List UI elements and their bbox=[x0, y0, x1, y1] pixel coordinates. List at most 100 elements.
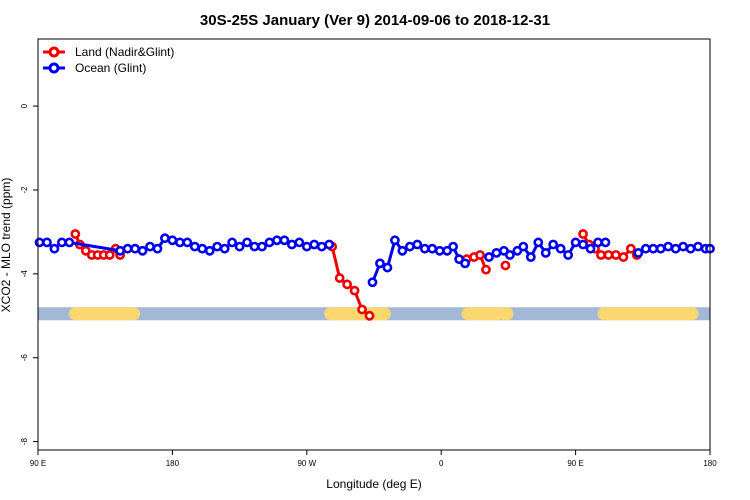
legend-ocean-marker bbox=[48, 62, 60, 74]
land-data-point bbox=[334, 273, 345, 283]
ocean-data-point bbox=[264, 237, 275, 248]
ocean-data-point bbox=[518, 241, 529, 252]
ocean-data-point bbox=[152, 243, 163, 254]
x-tick-label: 90 E bbox=[30, 459, 46, 468]
land-data-point bbox=[481, 264, 491, 275]
ocean-data-point bbox=[693, 241, 703, 252]
land-data-point bbox=[357, 304, 367, 315]
x-tick-label: 90 W bbox=[297, 459, 316, 468]
ocean-data-point bbox=[504, 250, 515, 260]
legend-land-label: Land (Nadir&Glint) bbox=[75, 45, 174, 59]
ocean-data-point bbox=[555, 243, 566, 254]
x-tick-label: 180 bbox=[703, 459, 717, 468]
ocean-data-point bbox=[130, 243, 140, 254]
ocean-data-point bbox=[448, 241, 459, 252]
ocean-data-point bbox=[115, 245, 126, 256]
ocean-data-point bbox=[563, 250, 574, 260]
land-data-point bbox=[475, 250, 485, 260]
land-data-point bbox=[104, 250, 115, 260]
ocean-data-point bbox=[663, 241, 674, 252]
ocean-data-point bbox=[34, 237, 45, 248]
ocean-data-point bbox=[197, 243, 208, 254]
ocean-data-point bbox=[678, 241, 689, 252]
plot-frame bbox=[37, 38, 711, 451]
y-tick-label: -2 bbox=[20, 186, 29, 194]
ocean-data-point bbox=[685, 243, 696, 254]
ocean-data-point bbox=[540, 247, 551, 258]
ocean-data-point bbox=[570, 237, 581, 248]
ocean-data-point bbox=[578, 239, 588, 250]
x-axis-label: Longitude (deg E) bbox=[326, 477, 421, 491]
ocean-data-point bbox=[56, 237, 67, 248]
ocean-data-point bbox=[324, 239, 335, 250]
ocean-data-point bbox=[234, 241, 245, 252]
ocean-data-point bbox=[279, 235, 290, 246]
ocean-data-point bbox=[491, 247, 502, 258]
ocean-data-point bbox=[397, 245, 408, 256]
ocean-data-point bbox=[64, 237, 75, 248]
land-data-point bbox=[578, 229, 588, 239]
ocean-data-point bbox=[182, 237, 193, 248]
ocean-data-point bbox=[434, 245, 445, 256]
ocean-data-point bbox=[219, 243, 230, 254]
ocean-data-point bbox=[375, 258, 385, 269]
y-tick-label: -4 bbox=[20, 270, 29, 278]
ocean-data-point bbox=[390, 235, 400, 246]
ocean-data-point bbox=[189, 241, 200, 252]
ocean-data-point bbox=[382, 262, 393, 273]
land-data-point bbox=[625, 243, 636, 254]
legend-ocean-label: Ocean (Glint) bbox=[75, 61, 146, 75]
ocean-data-point bbox=[585, 243, 596, 254]
land-data-point bbox=[500, 260, 511, 271]
land-data-point bbox=[349, 285, 360, 296]
ocean-data-point bbox=[227, 237, 238, 248]
ocean-data-point bbox=[204, 245, 215, 256]
ocean-data-point bbox=[272, 235, 282, 246]
ocean-data-point bbox=[367, 277, 378, 288]
ocean-data-point bbox=[242, 237, 252, 248]
ocean-data-point bbox=[593, 237, 603, 248]
ocean-data-point bbox=[533, 237, 544, 248]
ocean-data-point bbox=[309, 239, 320, 250]
ocean-data-point bbox=[301, 241, 312, 252]
ocean-data-point bbox=[316, 241, 327, 252]
ocean-data-point bbox=[633, 247, 644, 258]
land-data-point bbox=[611, 250, 621, 260]
ocean-data-point bbox=[145, 241, 155, 252]
ocean-data-point bbox=[460, 258, 470, 269]
ocean-data-point bbox=[600, 237, 611, 248]
ocean-data-point bbox=[174, 237, 185, 248]
ocean-data-point bbox=[122, 243, 133, 254]
y-tick-label: -6 bbox=[20, 354, 29, 362]
ocean-data-point bbox=[294, 237, 305, 248]
ocean-data-point bbox=[427, 243, 438, 254]
ocean-data-point bbox=[419, 243, 430, 254]
y-tick-label: 0 bbox=[20, 103, 29, 108]
ocean-data-point bbox=[249, 241, 260, 252]
ocean-data-point bbox=[42, 237, 52, 248]
land-data-point bbox=[603, 250, 614, 260]
ocean-data-point bbox=[670, 243, 681, 254]
x-tick-label: 90 E bbox=[567, 459, 583, 468]
ocean-data-point bbox=[655, 243, 666, 254]
plot-area: 90 E 180 90 W 0 90 E 180 0 -2 -4 -6 -8 bbox=[20, 103, 717, 468]
ocean-data-point bbox=[167, 235, 178, 246]
ocean-data-point bbox=[525, 252, 536, 262]
ocean-data-point bbox=[49, 243, 60, 254]
y-tick-label: -8 bbox=[20, 438, 29, 446]
chart-title: 30S-25S January (Ver 9) 2014-09-06 to 20… bbox=[200, 12, 550, 29]
y-axis-label: XCO2 - MLO trend (ppm) bbox=[0, 178, 13, 313]
land-data-point bbox=[70, 229, 81, 239]
ocean-data-point bbox=[137, 245, 148, 256]
ocean-data-point bbox=[548, 239, 559, 250]
x-tick-label: 0 bbox=[439, 459, 444, 468]
land-data-point bbox=[342, 279, 353, 290]
legend-land-marker bbox=[48, 46, 60, 58]
ocean-data-point bbox=[257, 241, 267, 252]
ocean-data-point bbox=[404, 241, 415, 252]
ocean-data-point bbox=[648, 243, 659, 254]
land-data-point bbox=[596, 250, 606, 260]
ocean-data-point bbox=[212, 241, 223, 252]
land-data-point bbox=[618, 252, 629, 262]
